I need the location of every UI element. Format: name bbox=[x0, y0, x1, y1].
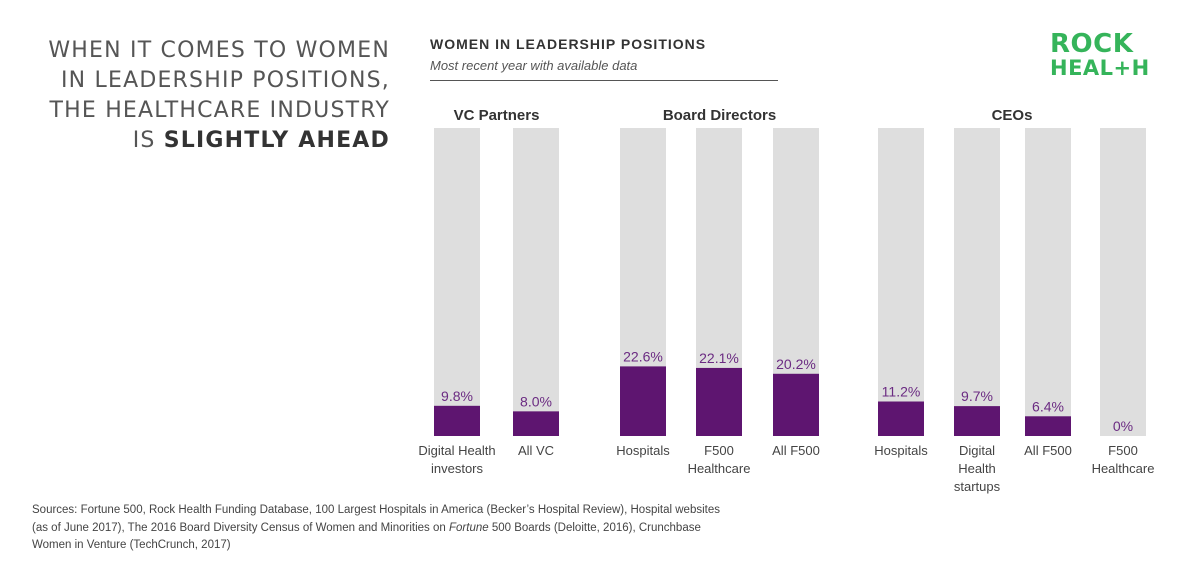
category-label: All VC bbox=[518, 443, 554, 458]
category-label: Healthcare bbox=[1092, 461, 1155, 476]
bar bbox=[620, 366, 666, 436]
sources-note: Sources: Fortune 500, Rock Health Fundin… bbox=[32, 502, 732, 555]
category-label: All F500 bbox=[772, 443, 820, 458]
bar bbox=[513, 411, 559, 436]
headline-line-1: WHEN IT COMES TO WOMEN bbox=[48, 38, 390, 63]
category-label: Digital Health bbox=[418, 443, 495, 458]
category-label: Hospitals bbox=[616, 443, 670, 458]
data-label: 22.1% bbox=[699, 350, 739, 366]
category-label: F500 bbox=[704, 443, 734, 458]
bar-track bbox=[434, 128, 480, 436]
category-label: investors bbox=[431, 461, 484, 476]
category-label: Digital bbox=[959, 443, 995, 458]
title-divider bbox=[430, 80, 778, 81]
logo-line-1: ROCK bbox=[1050, 29, 1134, 59]
group-label: VC Partners bbox=[454, 107, 540, 124]
category-label: Hospitals bbox=[874, 443, 928, 458]
data-label: 9.7% bbox=[961, 388, 993, 404]
data-label: 22.6% bbox=[623, 348, 663, 364]
bar bbox=[878, 401, 924, 436]
category-label: Health bbox=[958, 461, 996, 476]
category-label: Healthcare bbox=[688, 461, 751, 476]
headline-line-4-prefix: IS bbox=[132, 128, 164, 153]
bar bbox=[1025, 416, 1071, 436]
data-label: 11.2% bbox=[882, 384, 921, 400]
bar bbox=[954, 406, 1000, 436]
data-label: 20.2% bbox=[776, 356, 816, 372]
data-label: 0% bbox=[1113, 418, 1133, 434]
sources-text-2: 500 Boards (Deloitte, 2016), Crunchbase … bbox=[32, 521, 701, 552]
bar bbox=[434, 405, 480, 436]
headline-line-3: THE HEALTHCARE INDUSTRY bbox=[49, 98, 390, 123]
headline-line-2: IN LEADERSHIP POSITIONS, bbox=[60, 68, 390, 93]
category-label: F500 bbox=[1108, 443, 1138, 458]
bar bbox=[773, 373, 819, 436]
category-label: All F500 bbox=[1024, 443, 1072, 458]
sources-italic: Fortune bbox=[449, 521, 489, 534]
group-label: Board Directors bbox=[663, 107, 776, 124]
bar-track bbox=[878, 128, 924, 436]
sources-text-1: Sources: Fortune 500, Rock Health Fundin… bbox=[32, 504, 720, 534]
rock-health-logo: ROCK HEAL+H bbox=[1050, 29, 1160, 80]
bar-track bbox=[954, 128, 1000, 436]
data-label: 8.0% bbox=[520, 393, 552, 409]
logo-line-2: HEAL+H bbox=[1050, 56, 1150, 80]
bar bbox=[696, 367, 742, 436]
chart-subtitle: Most recent year with available data bbox=[430, 58, 638, 73]
bar-track bbox=[1100, 128, 1146, 436]
headline: WHEN IT COMES TO WOMEN IN LEADERSHIP POS… bbox=[20, 36, 390, 156]
data-label: 6.4% bbox=[1032, 398, 1064, 414]
data-label: 9.8% bbox=[441, 388, 473, 404]
headline-line-4: IS SLIGHTLY AHEAD bbox=[20, 126, 390, 156]
chart-title: WOMEN IN LEADERSHIP POSITIONS bbox=[430, 36, 707, 52]
bar-track bbox=[1025, 128, 1071, 436]
category-label: startups bbox=[954, 479, 1001, 494]
bar-track bbox=[513, 128, 559, 436]
group-label: CEOs bbox=[992, 107, 1033, 124]
headline-emphasis: SLIGHTLY AHEAD bbox=[163, 128, 390, 153]
